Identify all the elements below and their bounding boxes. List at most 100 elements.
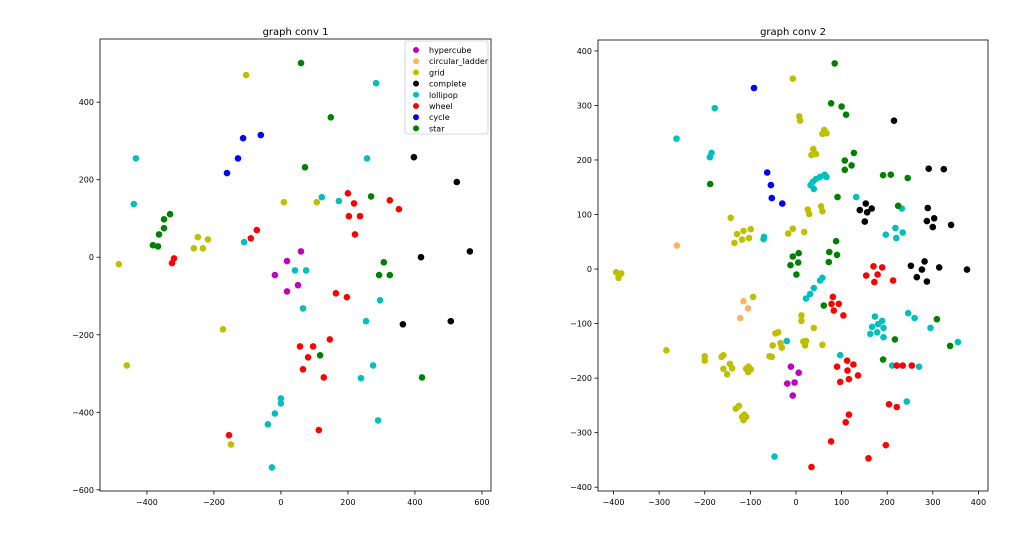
legend-label-circular_ladder: circular_ladder — [429, 57, 489, 66]
x-tick-label: −100 — [739, 498, 761, 507]
series-circular_ladder — [673, 242, 752, 322]
point-complete — [923, 217, 931, 225]
point-grid — [701, 357, 708, 365]
axes-frame — [99, 38, 492, 492]
y-tick-label: −100 — [570, 320, 592, 329]
point-wheel — [889, 277, 897, 284]
point-wheel — [865, 455, 872, 462]
point-star — [301, 164, 309, 171]
point-lollipop — [335, 197, 343, 205]
point-grid — [823, 130, 830, 137]
point-star — [841, 157, 849, 164]
legend-label-grid: grid — [429, 68, 445, 77]
y-tick-label: 400 — [577, 47, 592, 56]
y-tick-label: −400 — [570, 483, 592, 492]
point-lollipop — [903, 398, 911, 405]
legend-label-cycle: cycle — [429, 113, 450, 122]
x-tick-label: 0 — [793, 498, 798, 507]
point-lollipop — [915, 363, 923, 371]
legend-marker-hypercube — [413, 47, 419, 53]
point-lollipop — [277, 395, 285, 402]
point-grid — [115, 260, 123, 268]
point-star — [375, 271, 383, 279]
point-lollipop — [271, 410, 279, 417]
axes-frame — [597, 39, 989, 492]
point-lollipop — [130, 200, 138, 208]
point-lollipop — [374, 417, 382, 424]
point-lollipop — [899, 229, 906, 236]
point-wheel — [320, 374, 328, 381]
point-lollipop — [810, 185, 818, 193]
point-wheel — [862, 272, 870, 279]
point-lollipop — [264, 421, 272, 428]
x-tick-label: −400 — [136, 498, 158, 507]
point-complete — [868, 205, 875, 212]
point-star — [706, 180, 714, 188]
point-star — [842, 111, 850, 118]
point-lollipop — [132, 155, 140, 162]
point-grid — [810, 324, 818, 332]
point-hypercube — [283, 288, 291, 295]
point-wheel — [356, 212, 364, 220]
point-wheel — [878, 264, 886, 271]
point-lollipop — [810, 284, 818, 292]
point-wheel — [836, 378, 844, 386]
point-star — [832, 237, 840, 245]
point-complete — [399, 321, 407, 328]
point-lollipop — [706, 153, 714, 161]
point-lollipop — [888, 362, 896, 369]
series-lollipop — [130, 79, 384, 471]
point-hypercube — [784, 380, 791, 387]
point-complete — [447, 317, 455, 325]
point-wheel — [845, 411, 853, 419]
y-tick-label: −400 — [72, 408, 94, 417]
point-star — [149, 241, 157, 249]
point-lollipop — [873, 329, 881, 336]
point-wheel — [908, 362, 916, 369]
point-grid — [801, 342, 809, 349]
point-complete — [929, 223, 937, 231]
point-star — [946, 342, 954, 350]
point-wheel — [882, 441, 890, 449]
point-wheel — [343, 293, 351, 301]
point-grid — [769, 342, 776, 349]
point-wheel — [899, 362, 906, 369]
point-grid — [199, 245, 207, 252]
point-complete — [924, 204, 932, 212]
point-lollipop — [783, 337, 791, 345]
point-wheel — [345, 212, 353, 220]
point-grid — [194, 233, 202, 241]
point-complete — [410, 153, 418, 161]
point-lollipop — [318, 193, 326, 201]
point-lollipop — [760, 235, 767, 243]
legend-marker-grid — [413, 69, 419, 76]
point-wheel — [326, 336, 334, 343]
series-lollipop — [673, 104, 962, 460]
point-wheel — [386, 197, 394, 204]
y-tick-label: −600 — [72, 486, 94, 495]
point-grid — [731, 239, 738, 247]
point-hypercube — [283, 257, 291, 265]
point-wheel — [253, 226, 261, 234]
legend-frame — [404, 40, 489, 135]
point-lollipop — [673, 135, 680, 142]
series-wheel — [168, 190, 403, 439]
y-tick-label: −300 — [570, 429, 592, 438]
point-hypercube — [789, 392, 797, 399]
point-lollipop — [369, 362, 377, 369]
point-wheel — [299, 366, 307, 373]
point-star — [833, 251, 841, 259]
point-star — [894, 202, 902, 210]
point-wheel — [296, 343, 304, 350]
point-grid — [728, 365, 736, 372]
legend-label-complete: complete — [429, 80, 466, 89]
point-star — [316, 352, 324, 359]
point-grid — [738, 236, 746, 243]
point-grid — [768, 353, 776, 361]
series-cycle — [223, 131, 265, 177]
point-wheel — [332, 290, 340, 297]
point-lollipop — [240, 238, 248, 246]
point-grid — [789, 225, 797, 232]
point-wheel — [350, 200, 358, 207]
